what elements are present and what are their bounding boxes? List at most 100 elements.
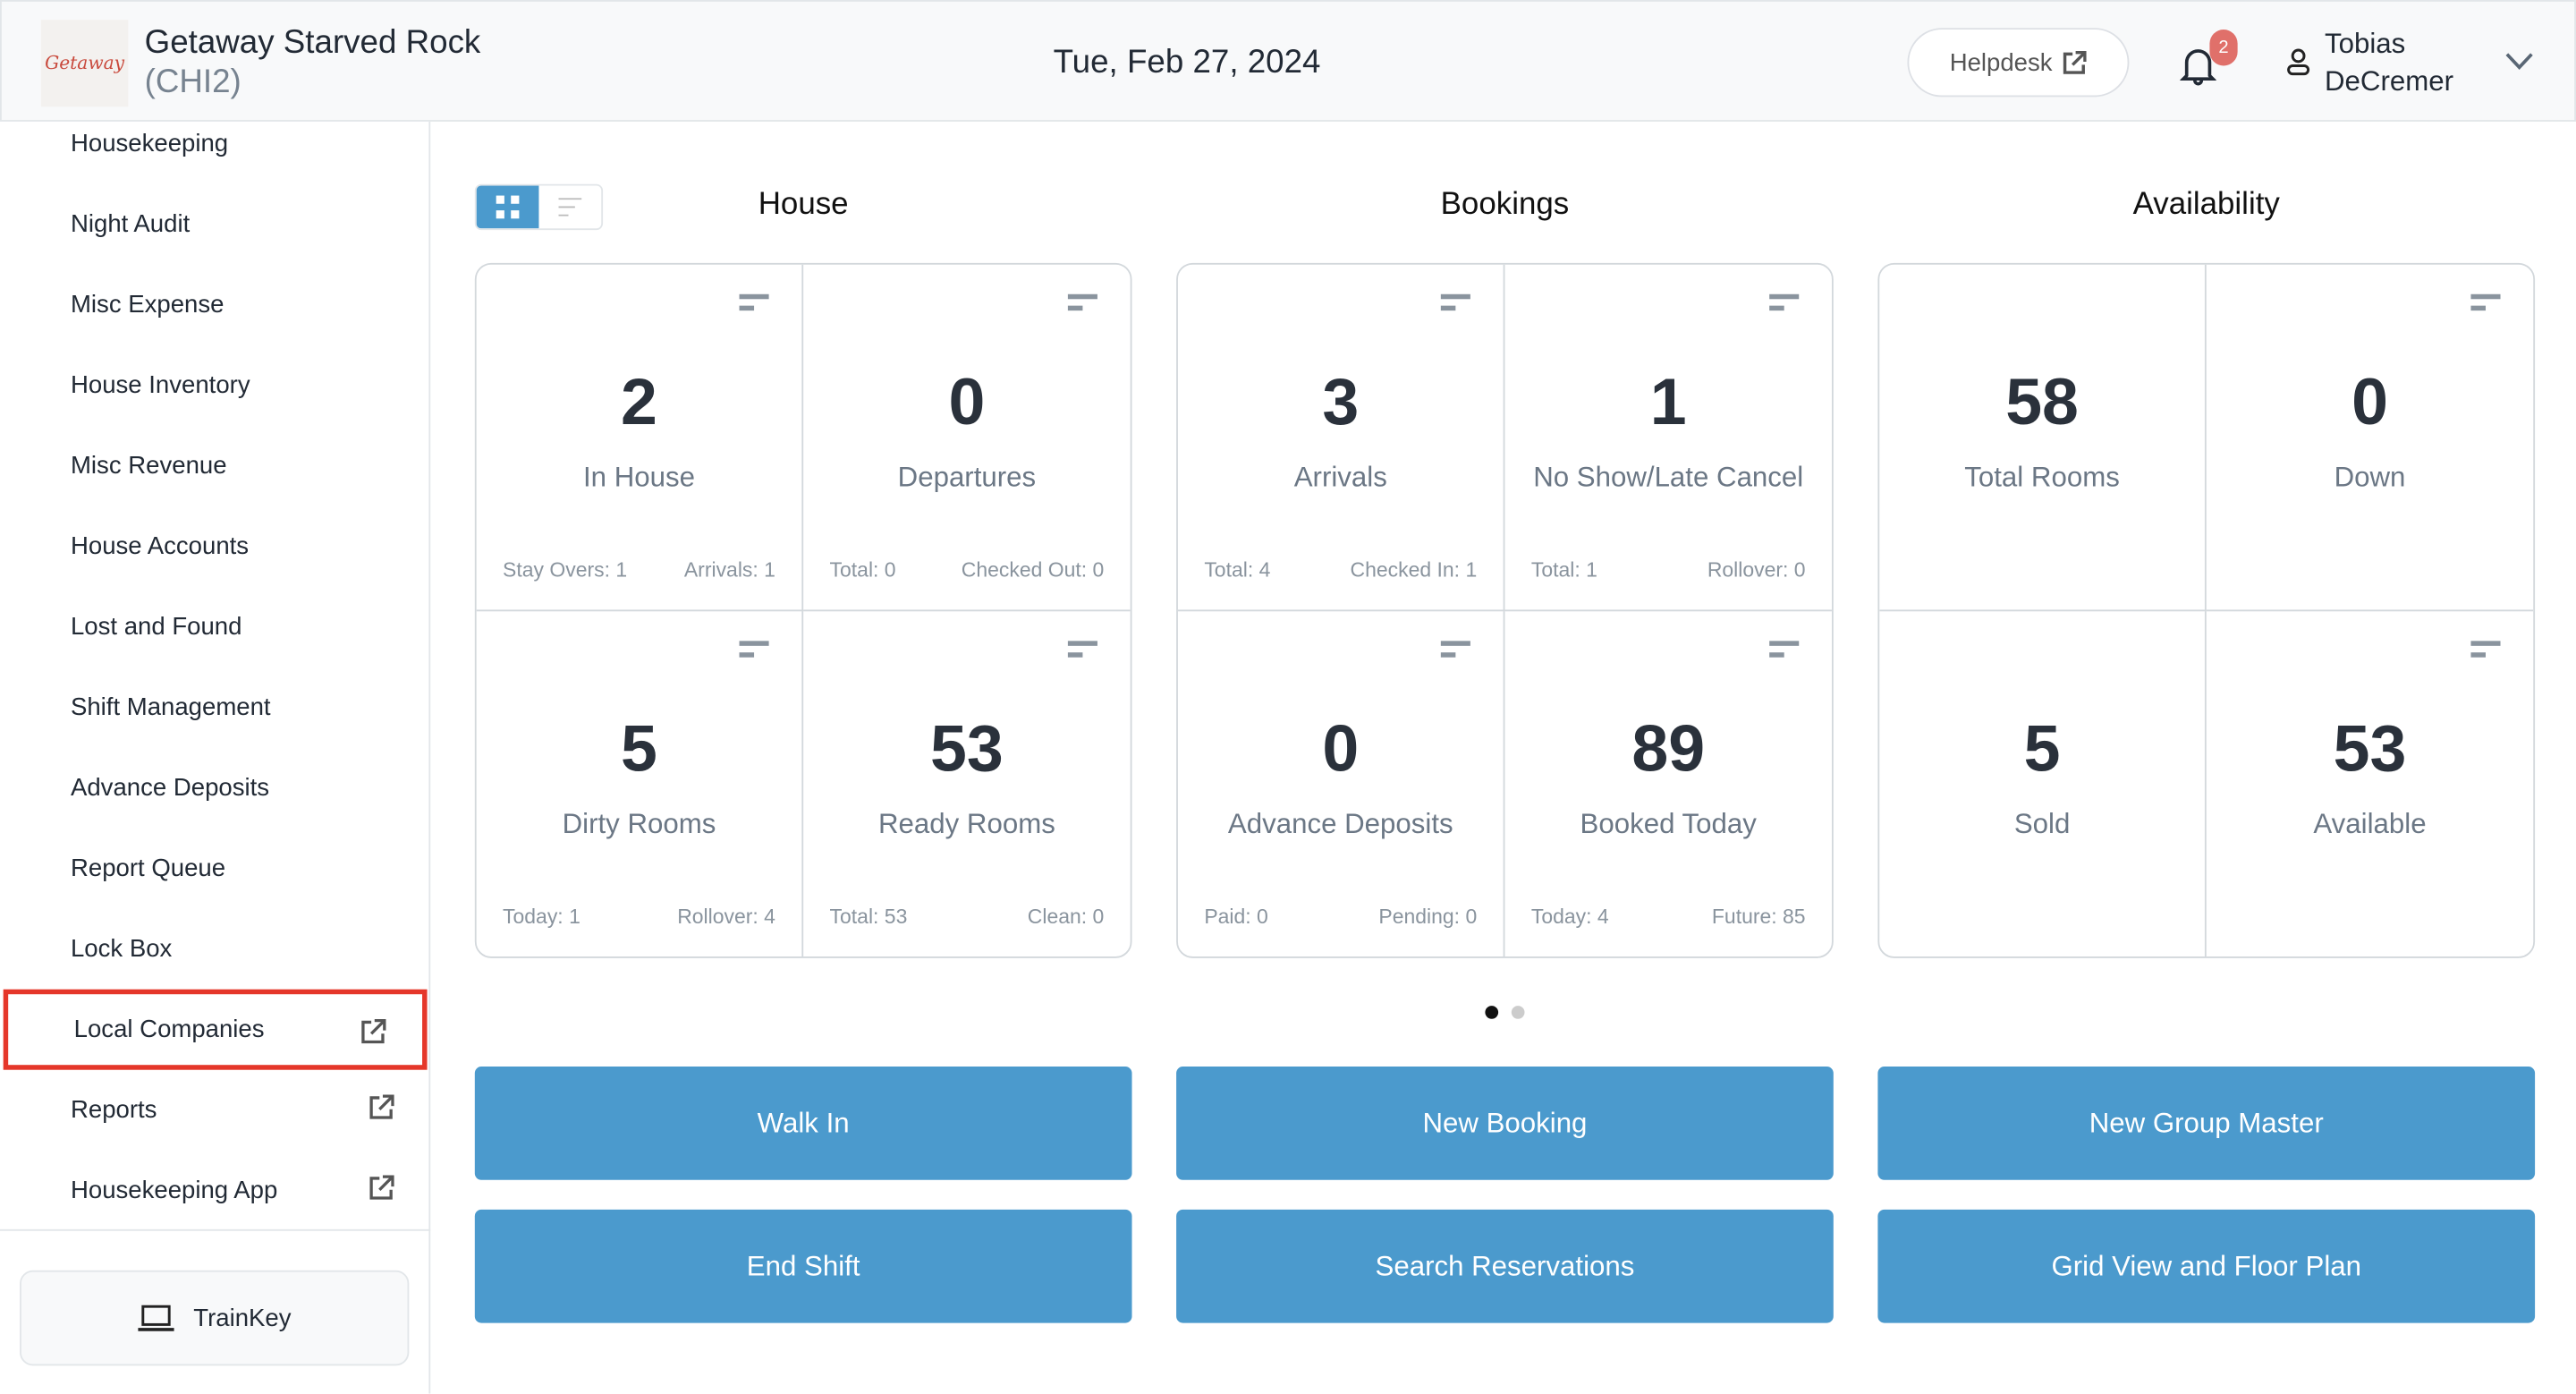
stat-value: 53 bbox=[2333, 712, 2407, 786]
sidebar-item-misc-revenue[interactable]: Misc Revenue bbox=[0, 426, 430, 506]
filter-icon[interactable] bbox=[2470, 640, 2501, 657]
stat-detail-right: Clean: 0 bbox=[1027, 905, 1105, 928]
sidebar-item-lock-box[interactable]: Lock Box bbox=[0, 909, 430, 990]
stat-card[interactable]: 5 Sold bbox=[1879, 610, 2207, 956]
page-dot-2[interactable] bbox=[1511, 1006, 1525, 1019]
trainkey-button[interactable]: TrainKey bbox=[20, 1270, 410, 1366]
sidebar-item-report-queue[interactable]: Report Queue bbox=[0, 829, 430, 909]
filter-icon[interactable] bbox=[2470, 293, 2501, 311]
group-title: House bbox=[758, 187, 849, 222]
stat-detail-right: Arrivals: 1 bbox=[683, 558, 775, 582]
sidebar-item-night-audit[interactable]: Night Audit bbox=[0, 184, 430, 265]
chevron-down-icon[interactable] bbox=[2505, 53, 2533, 71]
stat-label: Sold bbox=[2013, 807, 2071, 839]
stat-label: No Show/Late Cancel bbox=[1533, 462, 1804, 494]
stat-card[interactable]: 2 In House Stay Overs: 1 Arrivals: 1 bbox=[476, 264, 804, 611]
stat-label: Arrivals bbox=[1293, 462, 1387, 494]
stat-label: Advance Deposits bbox=[1227, 807, 1453, 839]
new-booking-button[interactable]: New Booking bbox=[1176, 1067, 1834, 1180]
bell-icon[interactable] bbox=[2180, 46, 2216, 86]
stat-card[interactable]: 53 Available bbox=[2207, 610, 2534, 956]
stat-detail-right: Pending: 0 bbox=[1378, 905, 1478, 928]
filter-icon[interactable] bbox=[1067, 640, 1097, 657]
sidebar-item-advance-deposits[interactable]: Advance Deposits bbox=[0, 748, 430, 829]
stat-card[interactable]: 0 Advance Deposits Paid: 0 Pending: 0 bbox=[1178, 610, 1505, 956]
grid-view-button[interactable] bbox=[476, 185, 539, 229]
stat-value: 89 bbox=[1631, 712, 1706, 786]
filter-icon[interactable] bbox=[1769, 640, 1800, 657]
stat-detail-left: Stay Overs: 1 bbox=[503, 558, 628, 582]
sidebar-item-label: Misc Expense bbox=[70, 291, 225, 319]
stat-value: 0 bbox=[948, 366, 986, 439]
sidebar-item-local-companies[interactable]: Local Companies bbox=[3, 989, 428, 1070]
sidebar-item-housekeeping-app[interactable]: Housekeeping App bbox=[0, 1151, 430, 1231]
stat-card[interactable]: 53 Ready Rooms Total: 53 Clean: 0 bbox=[803, 610, 1131, 956]
pagination-dots bbox=[1485, 1006, 1525, 1019]
sidebar-item-house-inventory[interactable]: House Inventory bbox=[0, 345, 430, 426]
end-shift-button[interactable]: End Shift bbox=[474, 1209, 1132, 1323]
helpdesk-button[interactable]: Helpdesk bbox=[1907, 28, 2130, 98]
filter-icon[interactable] bbox=[1067, 293, 1097, 311]
stat-label: Booked Today bbox=[1580, 807, 1757, 839]
stat-detail-right: Rollover: 4 bbox=[677, 905, 775, 928]
sidebar-item-label: House Accounts bbox=[70, 532, 250, 561]
page-dot-1[interactable] bbox=[1485, 1006, 1499, 1019]
user-first-name: Tobias bbox=[2324, 28, 2406, 60]
stat-detail-right: Future: 85 bbox=[1711, 905, 1806, 928]
sidebar-item-misc-expense[interactable]: Misc Expense bbox=[0, 265, 430, 345]
sidebar-item-lost-and-found[interactable]: Lost and Found bbox=[0, 587, 430, 667]
sidebar-item-label: Night Audit bbox=[70, 210, 191, 239]
sidebar-item-label: Advance Deposits bbox=[70, 774, 270, 803]
stat-card[interactable]: 0 Down bbox=[2206, 265, 2534, 611]
hotel-name: Getaway Starved Rock bbox=[144, 24, 481, 61]
sidebar-item-label: House Inventory bbox=[70, 371, 250, 400]
filter-icon[interactable] bbox=[739, 640, 769, 657]
sidebar-item-label: Shift Management bbox=[70, 693, 271, 722]
group-title: Availability bbox=[2132, 187, 2280, 222]
new-group-master-button[interactable]: New Group Master bbox=[1877, 1067, 2536, 1180]
logo-text: Getaway bbox=[45, 52, 125, 74]
stat-detail-left: Today: 4 bbox=[1530, 905, 1609, 928]
external-link-icon bbox=[369, 1175, 394, 1200]
hotel-code: (CHI2) bbox=[144, 64, 242, 101]
sidebar-divider bbox=[0, 1228, 431, 1231]
stat-value: 58 bbox=[2005, 366, 2079, 439]
grid-view-and-floor-plan-button[interactable]: Grid View and Floor Plan bbox=[1877, 1209, 2536, 1323]
search-reservations-button[interactable]: Search Reservations bbox=[1176, 1209, 1834, 1323]
stat-card[interactable]: 89 Booked Today Today: 4 Future: 85 bbox=[1504, 610, 1832, 956]
stat-label: Total Rooms bbox=[1964, 462, 2120, 494]
filter-icon[interactable] bbox=[1440, 293, 1470, 311]
stat-card[interactable]: 1 No Show/Late Cancel Total: 1 Rollover: 0 bbox=[1504, 265, 1832, 611]
sidebar-item-shift-management[interactable]: Shift Management bbox=[0, 667, 430, 748]
stat-value: 1 bbox=[1649, 366, 1687, 439]
sidebar-item-house-accounts[interactable]: House Accounts bbox=[0, 506, 430, 587]
sidebar-item-housekeeping[interactable]: Housekeeping bbox=[0, 104, 430, 184]
stat-value: 0 bbox=[2351, 366, 2388, 439]
sidebar-item-label: Housekeeping bbox=[70, 130, 229, 158]
stat-detail-right: Checked Out: 0 bbox=[961, 558, 1105, 582]
stat-card[interactable]: 3 Arrivals Total: 4 Checked In: 1 bbox=[1177, 264, 1505, 611]
stat-detail-left: Total: 1 bbox=[1530, 558, 1597, 582]
stat-label: Down bbox=[2334, 462, 2406, 494]
sidebar-item-label: Local Companies bbox=[73, 1016, 265, 1044]
filter-icon[interactable] bbox=[1769, 293, 1800, 311]
filter-icon[interactable] bbox=[1440, 640, 1470, 657]
notification-badge: 2 bbox=[2209, 30, 2238, 66]
stat-detail-right: Rollover: 0 bbox=[1707, 558, 1806, 582]
stats-group-bookings: 3 Arrivals Total: 4 Checked In: 1 1 No Show/L… bbox=[1176, 262, 1834, 958]
stat-card[interactable]: 58 Total Rooms bbox=[1879, 264, 2207, 611]
hotel-title: Getaway Starved Rock (CHI2) bbox=[145, 23, 481, 102]
sidebar-item-label: Lost and Found bbox=[70, 613, 242, 642]
stat-card[interactable]: 0 Departures Total: 0 Checked Out: 0 bbox=[803, 265, 1131, 611]
stat-card[interactable]: 5 Dirty Rooms Today: 1 Rollover: 4 bbox=[477, 610, 804, 956]
sidebar-item-reports[interactable]: Reports bbox=[0, 1070, 430, 1151]
list-view-button[interactable] bbox=[538, 186, 601, 229]
stat-label: Dirty Rooms bbox=[562, 807, 716, 839]
current-date: Tue, Feb 27, 2024 bbox=[1053, 44, 1321, 81]
walk-in-button[interactable]: Walk In bbox=[474, 1067, 1132, 1180]
user-menu[interactable]: Tobias DeCremer bbox=[2285, 25, 2453, 100]
view-toggle bbox=[474, 183, 604, 231]
stat-value: 5 bbox=[621, 712, 657, 786]
stat-label: Departures bbox=[897, 462, 1037, 494]
filter-icon[interactable] bbox=[739, 293, 769, 311]
